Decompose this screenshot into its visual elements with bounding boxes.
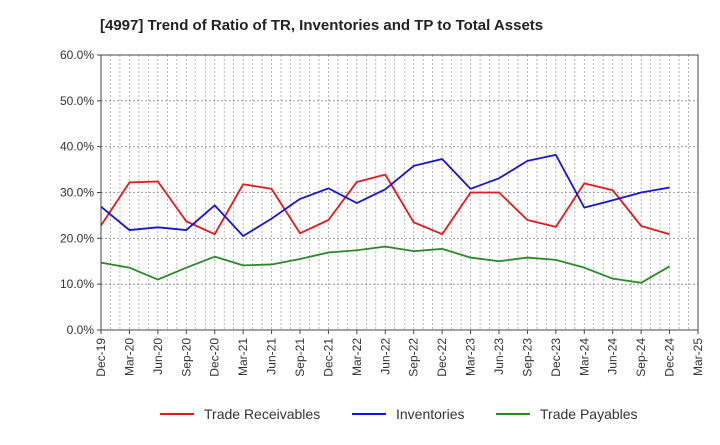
- x-tick-label: Dec-22: [435, 338, 449, 377]
- x-tick-label: Mar-22: [350, 338, 364, 376]
- x-tick-label: Dec-19: [94, 338, 108, 377]
- y-tick-label: 0.0%: [67, 323, 95, 337]
- x-tick-label: Jun-24: [606, 338, 620, 375]
- x-tick-label: Sep-21: [293, 338, 307, 377]
- x-tick-label: Mar-25: [691, 338, 705, 376]
- x-tick-label: Sep-22: [407, 338, 421, 377]
- x-tick-label: Sep-24: [634, 338, 648, 377]
- x-tick-label: Dec-20: [208, 338, 222, 377]
- x-tick-label: Dec-21: [321, 338, 335, 377]
- y-tick-label: 50.0%: [60, 94, 94, 108]
- y-tick-label: 10.0%: [60, 277, 94, 291]
- grid-layer: [101, 54, 698, 330]
- x-tick-label: Jun-23: [492, 338, 506, 375]
- x-tick-label: Dec-23: [549, 338, 563, 377]
- x-tick-label: Sep-23: [520, 338, 534, 377]
- x-tick-label: Mar-20: [122, 338, 136, 376]
- series-line-inventories: [100, 154, 670, 237]
- y-tick-label: 30.0%: [60, 186, 94, 200]
- x-tick-label: Jun-22: [378, 338, 392, 375]
- series-line-trade-payables: [100, 245, 671, 284]
- x-tick-label: Dec-24: [663, 338, 677, 377]
- x-tick-label: Jun-20: [151, 338, 165, 375]
- x-tick-label: Sep-20: [179, 338, 193, 377]
- x-tick-label: Mar-21: [236, 338, 250, 376]
- series-line-trade-receivables: [100, 173, 670, 236]
- legend-label: Trade Payables: [540, 406, 638, 422]
- x-tick-label: Mar-23: [464, 338, 478, 376]
- x-tick-label: Mar-24: [577, 338, 591, 376]
- x-tick-label: Jun-21: [265, 338, 279, 375]
- legend: Trade Receivables Inventories Trade Payabl…: [160, 406, 638, 422]
- legend-label: Inventories: [396, 406, 464, 422]
- x-axis: Dec-19 Mar-20 Jun-20 Sep-20 Dec-20 Mar-21 Jun-…: [94, 330, 705, 377]
- y-tick-label: 60.0%: [60, 48, 94, 62]
- y-tick-label: 40.0%: [60, 140, 94, 154]
- legend-label: Trade Receivables: [204, 406, 320, 422]
- chart-title: [4997] Trend of Ratio of TR, Inventories…: [100, 17, 543, 34]
- y-tick-label: 20.0%: [60, 231, 94, 245]
- series-layer: [100, 154, 671, 284]
- y-axis: 0.0% 10.0% 20.0% 30.0% 40.0% 50.0% 60.0%: [60, 48, 101, 337]
